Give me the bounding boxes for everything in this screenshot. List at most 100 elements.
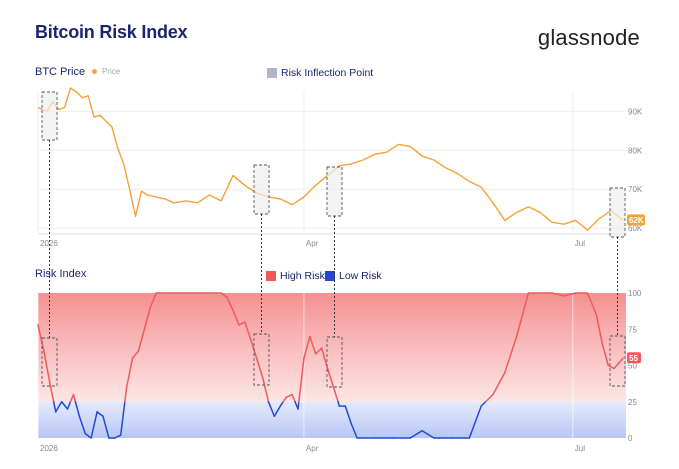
price-line <box>37 87 624 231</box>
risk-line-segment <box>332 386 339 403</box>
risk-line-segment <box>49 382 55 403</box>
risk-line-segment <box>326 367 335 388</box>
risk-line-segment <box>238 321 246 326</box>
price-x-tick-label: Apr <box>306 239 319 248</box>
inflection-legend-label: Risk Inflection Point <box>281 67 374 79</box>
risk-line-segment <box>54 401 63 413</box>
price-x-tick-label: 2026 <box>40 239 58 248</box>
high-risk-legend-label: High Risk <box>280 270 325 282</box>
risk-line-segment <box>232 309 240 326</box>
risk-line-segment <box>303 335 311 359</box>
risk-plot: 0 25 50 75 100 2026 Apr Jul 55 <box>37 289 642 453</box>
risk-line-segment <box>607 364 615 370</box>
price-y-tick-label: 60K <box>628 224 643 233</box>
risk-line-segment <box>285 393 293 399</box>
risk-x-tick-label: Apr <box>306 444 319 453</box>
risk-line-segment <box>74 401 81 417</box>
price-y-tick-label: 90K <box>628 107 643 116</box>
risk-line-segment <box>114 434 122 439</box>
risk-line-segment <box>119 401 126 436</box>
risk-y-tick-label: 0 <box>628 434 633 443</box>
risk-line-segment <box>297 401 300 410</box>
price-current-badge <box>627 214 645 226</box>
low-risk-zone <box>38 401 626 438</box>
risk-line-segment <box>226 296 234 312</box>
risk-line-segment <box>468 405 482 439</box>
risk-line-segment <box>601 343 609 367</box>
risk-line-segment <box>149 292 157 309</box>
risk-line-segment <box>480 401 487 407</box>
risk-line-segment <box>255 357 264 378</box>
risk-line-segment <box>125 357 134 388</box>
inflection-legend[interactable]: Risk Inflection Point <box>267 67 373 79</box>
risk-line-segment <box>273 405 282 417</box>
risk-line-segment <box>84 432 92 439</box>
risk-line-segment <box>563 292 577 297</box>
risk-y-tick-label: 75 <box>628 325 637 334</box>
risk-line-segment <box>409 430 423 439</box>
risk-line-segment <box>282 396 287 403</box>
risk-line-segment <box>220 292 228 299</box>
low-risk-legend-label: Low Risk <box>339 270 382 282</box>
inflection-box-price <box>253 164 270 215</box>
inflection-box-risk <box>253 333 270 386</box>
risk-line-segment <box>52 401 57 413</box>
risk-current-label: 55 <box>629 354 638 363</box>
risk-line-segment <box>90 411 98 439</box>
risk-line-segment <box>551 292 565 297</box>
risk-line-segment <box>279 401 284 407</box>
risk-current-badge <box>627 352 641 364</box>
high-risk-legend[interactable]: High Risk <box>266 270 325 282</box>
risk-line-segment <box>504 335 518 374</box>
price-legend[interactable]: Price <box>92 67 120 76</box>
risk-line-segment <box>131 350 140 359</box>
risk-line-segment <box>298 357 305 403</box>
risk-line-segment <box>314 347 323 355</box>
risk-x-tick-label: 2026 <box>40 444 58 453</box>
risk-line-segment <box>613 357 624 370</box>
price-y-tick-label: 80K <box>628 146 643 155</box>
high-risk-swatch <box>266 271 276 281</box>
risk-line-segment <box>261 376 270 403</box>
risk-line-segment <box>291 393 296 403</box>
risk-line-segment <box>267 401 276 417</box>
inflection-box-risk <box>609 335 626 387</box>
risk-line-segment <box>37 324 45 352</box>
risk-line-segment <box>43 350 51 384</box>
inflection-box-price <box>41 91 58 141</box>
risk-line-segment <box>344 405 352 425</box>
inflection-swatch <box>267 68 277 78</box>
risk-line-segment <box>595 314 604 345</box>
risk-line-segment <box>78 415 87 435</box>
risk-line-segment <box>421 430 435 439</box>
risk-panel-title: Risk Index <box>35 268 87 280</box>
risk-y-tick-label: 25 <box>628 398 637 407</box>
inflection-box-price <box>326 166 343 217</box>
risk-line-segment <box>515 292 530 338</box>
risk-line-segment <box>60 401 69 410</box>
low-risk-legend[interactable]: Low Risk <box>325 270 382 282</box>
risk-x-tick-label: Jul <box>575 444 585 453</box>
risk-line-segment <box>337 401 341 407</box>
risk-y-tick-label: 100 <box>628 289 642 298</box>
risk-line-segment <box>72 393 77 403</box>
price-x-tick-label: Jul <box>575 239 585 248</box>
risk-line-segment <box>137 328 146 352</box>
risk-line-segment <box>350 422 358 439</box>
risk-line-segment <box>102 415 110 439</box>
risk-line-segment <box>124 386 128 403</box>
price-y-tick-label: 70K <box>628 185 643 194</box>
risk-line-segment <box>66 401 72 410</box>
high-risk-zone <box>38 293 626 402</box>
risk-line-segment <box>143 306 152 330</box>
page-title: Bitcoin Risk Index <box>35 22 188 42</box>
risk-y-tick-label: 50 <box>628 362 637 371</box>
low-risk-swatch <box>325 271 335 281</box>
risk-line-segment <box>69 393 75 403</box>
inflection-box-price <box>609 187 626 238</box>
glassnode-logo: glassnode <box>537 25 640 50</box>
risk-line-segment <box>484 393 494 403</box>
risk-line-segment <box>244 321 252 341</box>
risk-line-segment <box>96 411 104 417</box>
